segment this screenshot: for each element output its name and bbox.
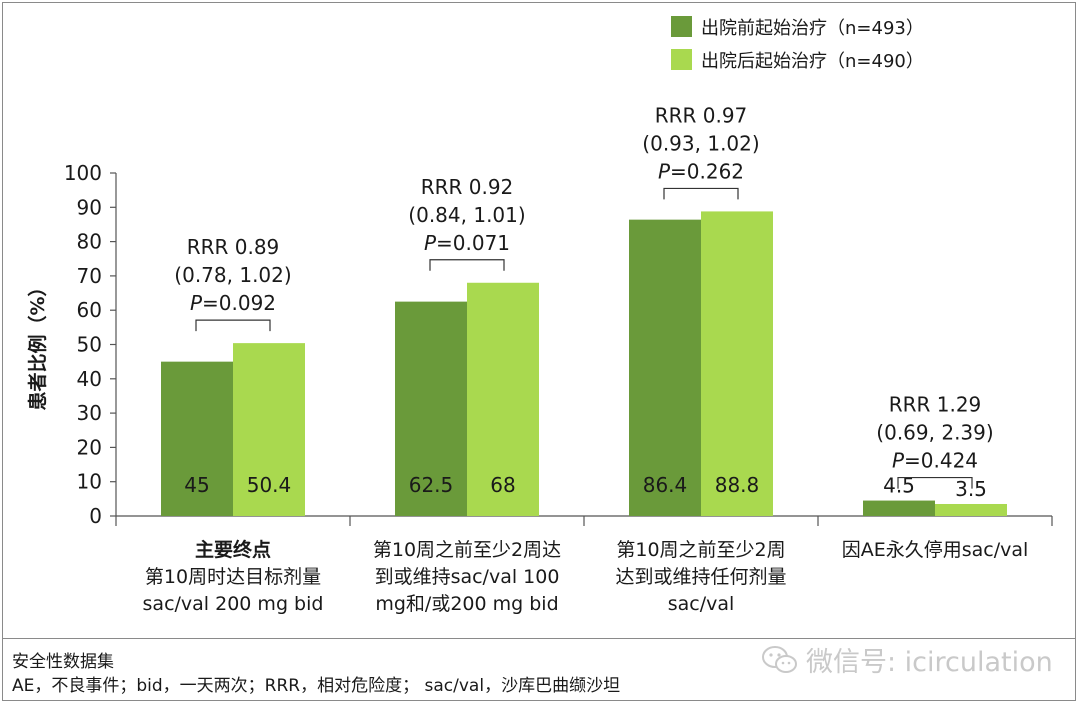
x-category-label: mg和/或200 mg bid <box>375 593 558 615</box>
ci-label: (0.78, 1.02) <box>174 263 291 287</box>
x-category-label: 达到或维持任何剂量 <box>615 566 786 588</box>
ci-label: (0.69, 2.39) <box>876 421 993 445</box>
p-value-label: P=0.262 <box>658 159 744 183</box>
y-tick-label: 80 <box>77 230 102 254</box>
watermark: 微信号: icirculation <box>762 640 1053 679</box>
data-label: 88.8 <box>715 473 760 497</box>
y-tick-label: 40 <box>77 367 102 391</box>
y-tick-label: 30 <box>77 401 102 425</box>
y-tick-label: 0 <box>89 504 102 528</box>
legend-label: 出院后起始治疗（n=490） <box>701 51 924 72</box>
bar-post-discharge <box>701 211 773 516</box>
x-category-label: 第10周之前至少2周达 <box>373 539 561 561</box>
wechat-icon <box>762 645 797 673</box>
data-label: 86.4 <box>643 473 688 497</box>
ci-label: (0.84, 1.01) <box>408 203 525 227</box>
bar-pre-discharge <box>863 500 935 516</box>
x-category-label: 第10周时达目标剂量 <box>145 566 321 588</box>
p-value-label: P=0.071 <box>424 231 510 255</box>
significance-bracket <box>663 187 739 200</box>
legend-swatch <box>671 49 692 70</box>
x-category-label: 主要终点 <box>195 538 271 561</box>
footnote-abbreviations: AE，不良事件；bid，一天两次；RRR，相对危险度； sac/val，沙库巴曲… <box>12 676 621 696</box>
y-axis-title: 患者比例（%） <box>26 277 49 410</box>
p-value-label: P=0.092 <box>190 291 276 315</box>
y-tick-label: 10 <box>77 470 102 494</box>
bar-pre-discharge <box>629 219 701 516</box>
x-category-label: 第10周之前至少2周 <box>616 539 785 561</box>
bar-post-discharge <box>935 503 1007 516</box>
significance-bracket <box>897 476 973 489</box>
y-tick-label: 90 <box>77 195 102 219</box>
rrr-label: RRR 0.97 <box>655 103 748 127</box>
data-label: 62.5 <box>409 473 454 497</box>
data-label: 68 <box>490 473 515 497</box>
footnote-divider <box>3 638 1075 639</box>
bar-pre-discharge <box>161 361 233 516</box>
bar-pre-discharge <box>395 301 467 516</box>
ci-label: (0.93, 1.02) <box>642 131 759 155</box>
y-tick-label: 70 <box>77 264 102 288</box>
bar-post-discharge <box>467 282 539 516</box>
data-label: 50.4 <box>247 473 292 497</box>
rrr-label: RRR 1.29 <box>889 393 982 417</box>
footnotes: 安全性数据集 AE，不良事件；bid，一天两次；RRR，相对危险度； sac/v… <box>12 650 620 698</box>
footnote-dataset: 安全性数据集 <box>12 652 114 672</box>
y-tick-label: 60 <box>77 298 102 322</box>
bar-chart: 0 10 20 30 40 50 60 70 80 90 100 患者比例（%） 45 50.4 RRR 0… <box>26 16 1053 615</box>
significance-bracket <box>195 319 271 332</box>
y-tick-label: 20 <box>77 435 102 459</box>
x-category-label: 到或维持sac/val 100 <box>375 566 560 588</box>
bar-post-discharge <box>233 343 305 516</box>
rrr-label: RRR 0.89 <box>187 235 280 259</box>
x-category-label: sac/val <box>668 593 735 615</box>
data-label: 45 <box>184 473 209 497</box>
data-label: 3.5 <box>955 477 987 501</box>
x-category-label: 因AE永久停用sac/val <box>842 539 1029 561</box>
y-tick-label: 50 <box>77 333 102 357</box>
legend-label: 出院前起始治疗（n=493） <box>701 18 924 39</box>
y-tick-label: 100 <box>64 161 102 185</box>
watermark-text: 微信号: icirculation <box>806 647 1053 678</box>
p-value-label: P=0.424 <box>892 449 978 473</box>
legend-swatch <box>671 16 692 37</box>
significance-bracket <box>429 259 505 271</box>
x-category-label: sac/val 200 mg bid <box>143 593 324 615</box>
rrr-label: RRR 0.92 <box>421 175 514 199</box>
